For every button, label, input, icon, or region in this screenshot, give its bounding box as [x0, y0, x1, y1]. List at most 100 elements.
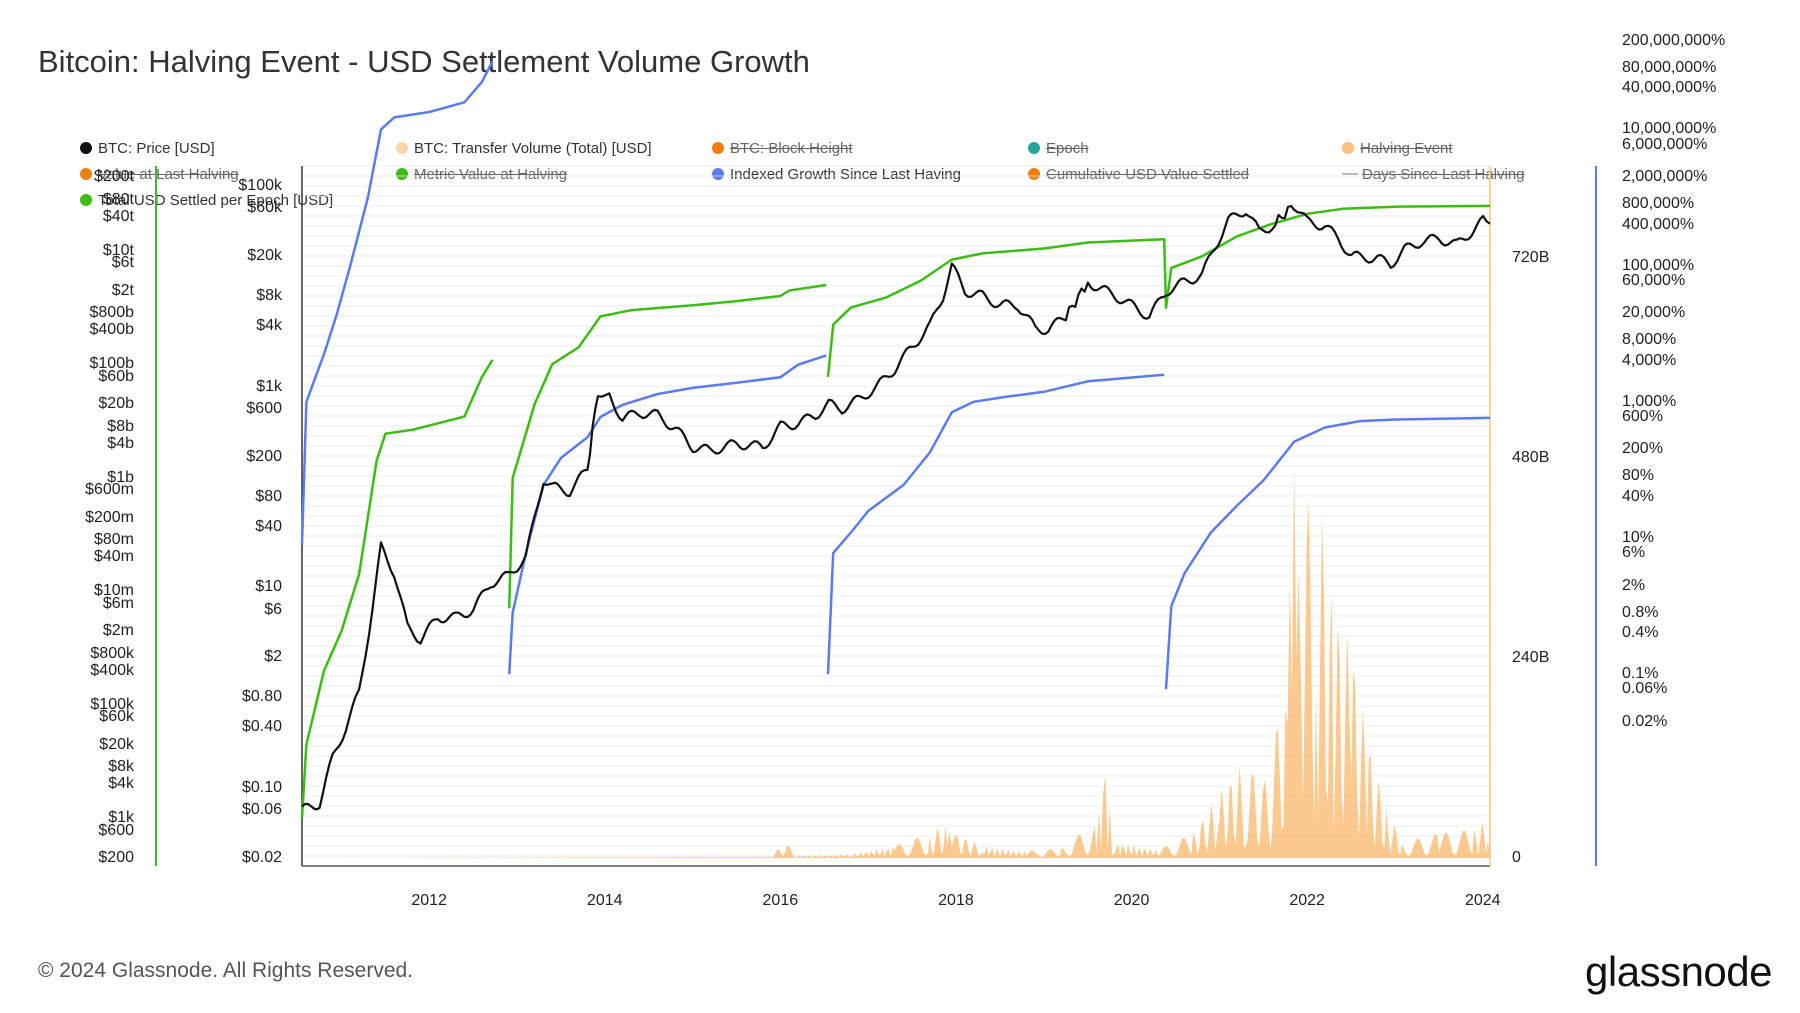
growth-tick-label: 800,000% — [1622, 195, 1695, 213]
copyright-footer: © 2024 Glassnode. All Rights Reserved. — [38, 959, 414, 982]
settled-tick-label: $10m — [93, 582, 134, 600]
price-tick-label: $200 — [246, 447, 282, 465]
x-tick-label: 2022 — [1289, 892, 1325, 909]
x-tick-label: 2012 — [411, 892, 447, 909]
x-tick-label: 2020 — [1113, 892, 1150, 909]
price-tick-label: $600 — [246, 399, 282, 417]
settled-tick-label: $100k — [90, 695, 134, 713]
growth-tick-label: 600% — [1622, 407, 1663, 425]
growth-tick-label: 6% — [1622, 544, 1646, 562]
settled-tick-label: $400k — [90, 661, 134, 679]
settled-tick-label: $6m — [102, 594, 134, 612]
growth-tick-label: 0.8% — [1622, 603, 1659, 621]
price-tick-label: $0.10 — [241, 778, 282, 796]
settled-tick-label: $20k — [99, 735, 134, 753]
volume-tick-label: 0 — [1512, 849, 1521, 866]
settled-tick-label: $200t — [93, 168, 134, 185]
growth-tick-label: 2% — [1622, 576, 1646, 594]
growth-tick-label: 200,000,000% — [1622, 31, 1726, 49]
settled-tick-label: $40m — [93, 548, 134, 566]
legend-item[interactable]: BTC: Block Height — [712, 140, 853, 157]
legend-label: BTC: Transfer Volume (Total) [USD] — [414, 140, 652, 157]
legend-label: Days Since Last Halving — [1362, 166, 1525, 183]
settled-tick-label: $2t — [111, 281, 134, 299]
growth-tick-label: 60,000% — [1622, 271, 1686, 289]
settled-tick-label: $4k — [108, 775, 134, 793]
legend-item[interactable]: Days Since Last Halving — [1342, 166, 1525, 183]
settled-tick-label: $2m — [102, 622, 134, 639]
growth-tick-label: 40% — [1622, 487, 1655, 505]
price-tick-label: $6 — [264, 600, 282, 618]
settled-tick-label: $6t — [111, 254, 134, 272]
series-usd-settled-per-epoch-segment — [507, 283, 827, 609]
legend-label: BTC: Price [USD] — [98, 140, 215, 157]
legend-dot-marker — [1028, 168, 1040, 180]
legend-item[interactable]: Cumulative USD Value Settled — [1028, 166, 1249, 183]
series-indexed-growth-segment — [1164, 416, 1491, 690]
volume-tick-label: 480B — [1512, 449, 1550, 466]
price-tick-label: $0.06 — [241, 801, 282, 819]
growth-tick-label: 80,000,000% — [1622, 58, 1717, 76]
series-usd-settled-per-epoch — [300, 204, 1491, 819]
price-tick-label: $0.02 — [241, 849, 282, 866]
growth-tick-label: 0.4% — [1622, 624, 1659, 642]
legend-dot-marker — [80, 168, 92, 180]
legend-item[interactable]: Value at Last Halving — [80, 166, 239, 183]
price-tick-label: $100k — [238, 177, 282, 194]
settled-tick-label: $4b — [107, 434, 134, 452]
legend-item[interactable]: Metric Value at Halving — [396, 166, 567, 183]
settled-tick-label: $80m — [93, 531, 134, 549]
x-tick-label: 2016 — [762, 892, 799, 909]
legend-item[interactable]: Halving Event — [1342, 140, 1453, 157]
legend-dot-marker — [1342, 142, 1354, 154]
settled-tick-label: $200 — [98, 849, 134, 866]
growth-tick-label: 200% — [1622, 440, 1663, 458]
settled-tick-label: $1k — [108, 809, 134, 827]
legend-line-marker — [1342, 173, 1358, 175]
legend-dot-marker — [80, 194, 92, 206]
series-indexed-growth-segment — [826, 373, 1165, 675]
price-tick-label: $60k — [247, 199, 282, 217]
series-usd-settled-per-epoch-segment — [300, 359, 494, 819]
settled-tick-label: $800b — [89, 304, 135, 322]
growth-tick-label: 0.06% — [1622, 680, 1668, 698]
price-tick-label: $0.80 — [241, 688, 282, 706]
settled-tick-label: $100b — [89, 355, 135, 373]
glassnode-logo: glassnode — [1585, 948, 1772, 995]
volume-tick-label: 720B — [1512, 249, 1550, 266]
growth-tick-label: 400,000% — [1622, 215, 1695, 233]
legend-dot-marker — [712, 168, 724, 180]
growth-tick-label: 10% — [1622, 529, 1655, 546]
settled-tick-label: $600m — [85, 481, 134, 499]
legend-item[interactable]: Epoch — [1028, 140, 1089, 157]
growth-tick-label: 100,000% — [1622, 256, 1695, 274]
x-tick-label: 2014 — [586, 892, 623, 909]
series-btc-price — [301, 204, 1491, 811]
growth-tick-label: 4,000% — [1622, 351, 1677, 369]
legend-dot-marker — [396, 142, 408, 154]
settled-tick-label: $8b — [107, 417, 134, 435]
growth-tick-label: 10,000,000% — [1622, 120, 1717, 138]
settled-tick-label: $60k — [99, 708, 134, 726]
price-tick-label: $0.40 — [241, 718, 282, 736]
settled-tick-label: $1b — [107, 468, 134, 486]
volume-tick-label: 240B — [1512, 649, 1550, 666]
legend-label: Value at Last Halving — [98, 166, 239, 183]
legend-item[interactable]: BTC: Transfer Volume (Total) [USD] — [396, 140, 652, 157]
x-tick-label: 2018 — [938, 892, 974, 909]
growth-tick-label: 80% — [1622, 467, 1655, 485]
legend-item[interactable]: Indexed Growth Since Last Having — [712, 166, 961, 183]
growth-tick-label: 8,000% — [1622, 331, 1677, 349]
growth-tick-label: 1,000% — [1622, 392, 1677, 410]
price-tick-label: $20k — [247, 247, 282, 265]
growth-tick-label: 40,000,000% — [1622, 79, 1717, 97]
settled-tick-label: $10t — [102, 241, 134, 259]
growth-tick-label: 2,000,000% — [1622, 168, 1708, 185]
settled-tick-label: $400b — [89, 321, 135, 339]
price-tick-label: $1k — [256, 377, 282, 395]
price-tick-label: $40 — [255, 517, 282, 535]
legend-label: Epoch — [1046, 140, 1089, 157]
legend-item[interactable]: BTC: Price [USD] — [80, 140, 215, 157]
price-tick-label: $4k — [256, 317, 282, 335]
